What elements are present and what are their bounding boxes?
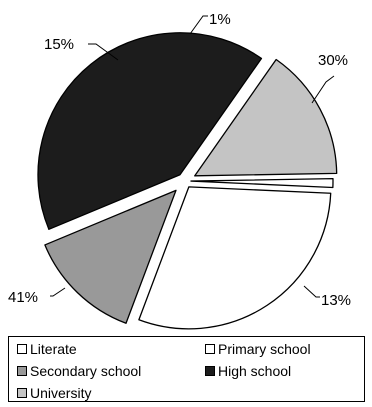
pie-slice-primary-school bbox=[138, 186, 332, 330]
legend-label-literate: Literate bbox=[30, 341, 77, 357]
pie-slice-secondary-school bbox=[44, 189, 177, 324]
legend-item-primary-school: Primary school bbox=[205, 341, 311, 357]
legend-item-literate: Literate bbox=[17, 341, 77, 357]
legend-swatch-high-school bbox=[205, 366, 215, 376]
legend-label-secondary-school: Secondary school bbox=[30, 363, 142, 379]
legend-swatch-literate bbox=[17, 344, 27, 354]
label-leader-lines bbox=[50, 15, 335, 298]
legend: Literate Primary school Secondary school… bbox=[8, 336, 365, 402]
legend-item-university: University bbox=[17, 385, 91, 401]
percent-label-primary-school: 30% bbox=[318, 52, 348, 69]
legend-swatch-university bbox=[17, 388, 27, 398]
leader-line-high-school bbox=[50, 287, 66, 297]
pie-slices bbox=[37, 32, 338, 330]
pie-slice-literate bbox=[190, 177, 334, 189]
legend-item-high-school: High school bbox=[205, 363, 291, 379]
percent-label-secondary-school: 13% bbox=[321, 292, 351, 309]
legend-label-high-school: High school bbox=[218, 363, 292, 379]
leader-line-literate bbox=[189, 15, 208, 35]
pie-slice-high-school bbox=[37, 32, 263, 230]
legend-swatch-primary-school bbox=[205, 344, 215, 354]
leader-line-secondary-school bbox=[303, 285, 320, 298]
legend-label-university: University bbox=[30, 385, 92, 401]
percent-label-literate: 1% bbox=[209, 11, 231, 28]
percent-label-high-school: 41% bbox=[8, 289, 38, 306]
leader-line-university bbox=[88, 43, 119, 61]
leader-line-primary-school bbox=[311, 75, 335, 104]
legend-item-secondary-school: Secondary school bbox=[17, 363, 141, 379]
percent-labels: 1% 30% 13% 41% 15% bbox=[8, 11, 351, 309]
legend-label-primary-school: Primary school bbox=[218, 341, 311, 357]
percent-label-university: 15% bbox=[44, 36, 74, 53]
pie-chart: 1% 30% 13% 41% 15% bbox=[8, 11, 351, 330]
pie-slice-university bbox=[194, 58, 338, 177]
legend-swatch-secondary-school bbox=[17, 366, 27, 376]
